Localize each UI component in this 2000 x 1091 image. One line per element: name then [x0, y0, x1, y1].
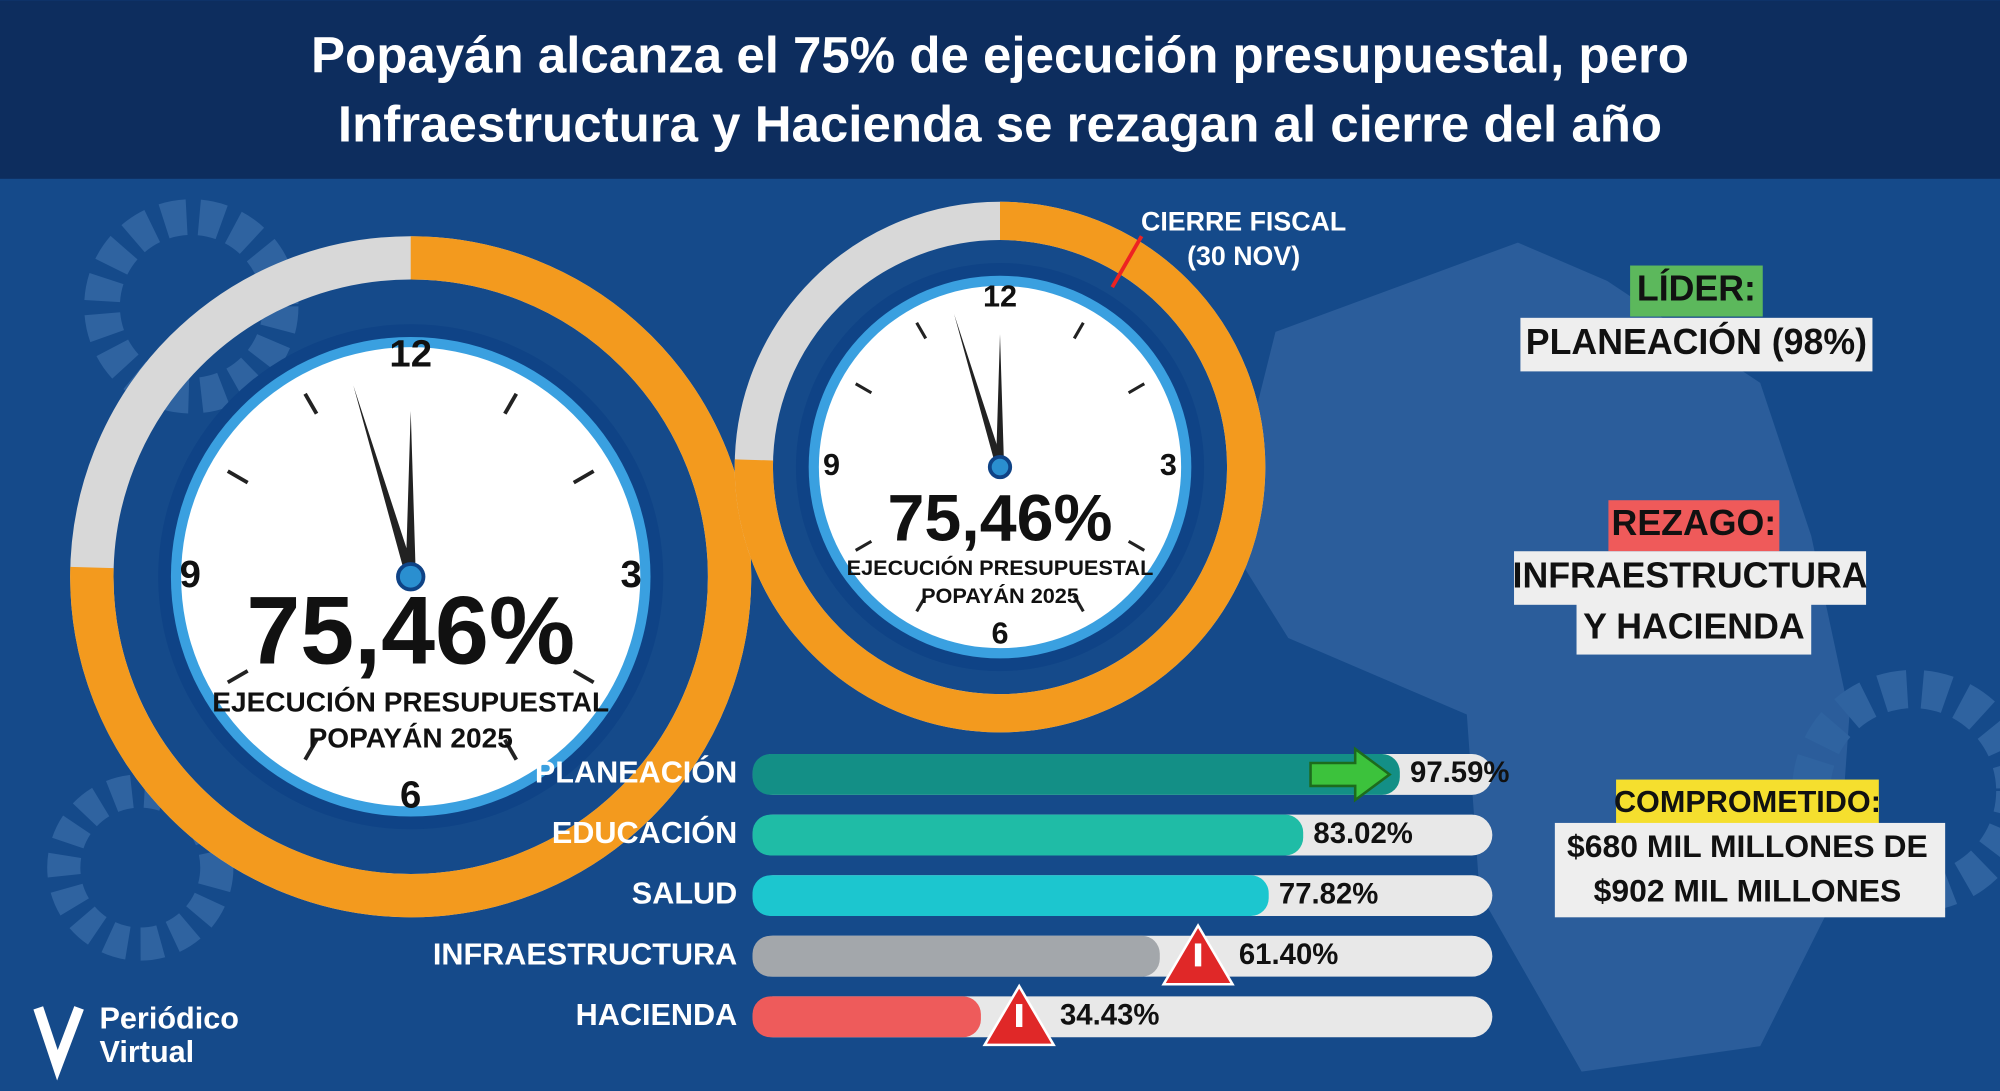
- bar: [752, 754, 1400, 795]
- clock-pin: [396, 562, 426, 592]
- callout-text: COMPROMETIDO:: [1614, 785, 1881, 819]
- clock-tick: [303, 738, 319, 761]
- clock-number: 12: [983, 280, 1017, 314]
- gauge-caption: POPAYÁN 2025: [309, 722, 513, 753]
- bar: [752, 935, 1160, 977]
- bar: [752, 875, 1269, 917]
- callout-bg: [1576, 603, 1812, 655]
- clock-number: 6: [991, 617, 1008, 651]
- callout-text: $680 MIL MILLONES DE: [1567, 828, 1928, 864]
- gear: [47, 774, 234, 961]
- category-label: HACIENDA: [576, 998, 738, 1032]
- callout-text: REZAGO:: [1612, 503, 1777, 543]
- callout-bg: [1514, 551, 1867, 605]
- title: Popayán alcanza el 75% de ejecución pres…: [311, 26, 1689, 83]
- clock-pin: [987, 454, 1013, 480]
- clock-hand: [405, 410, 416, 577]
- clock-tick: [915, 321, 928, 340]
- gauge-caption: EJECUCIÓN PRESUPUESTAL: [847, 555, 1154, 580]
- clock-number: 3: [1160, 448, 1177, 482]
- logo-text: Virtual: [99, 1035, 194, 1069]
- clock-number: 9: [180, 553, 201, 596]
- category-label: PLANEACIÓN: [535, 754, 737, 790]
- logo-text: Periódico: [99, 1002, 238, 1036]
- gauge-value: 75,46%: [246, 576, 575, 685]
- clock-tick: [503, 392, 518, 415]
- callout-text: $902 MIL MILLONES: [1594, 872, 1902, 908]
- value-label: 97.59%: [1410, 756, 1509, 789]
- title: Infraestructura y Hacienda se rezagan al…: [338, 95, 1662, 152]
- title-band: [0, 0, 2000, 179]
- callout-text: INFRAESTRUCTURA: [1513, 555, 1868, 595]
- bar: [752, 996, 981, 1038]
- category-label: EDUCACIÓN: [552, 814, 737, 850]
- annotation: (30 NOV): [1187, 241, 1300, 271]
- clock-hand: [995, 334, 1005, 468]
- value-label: 83.02%: [1313, 817, 1412, 850]
- clock-tick: [303, 392, 319, 415]
- callout-text: PLANEACIÓN (98%): [1526, 322, 1867, 362]
- clock-tick: [854, 539, 873, 552]
- clock-tick: [572, 669, 595, 685]
- category-label: SALUD: [632, 877, 737, 911]
- value-label: 61.40%: [1239, 938, 1338, 971]
- clock-number: 3: [620, 553, 641, 596]
- clock-tick: [503, 738, 518, 761]
- clock-tick: [226, 469, 249, 485]
- clock-number: 6: [400, 773, 421, 816]
- gauge-caption: POPAYÁN 2025: [921, 583, 1079, 608]
- tag-bg: [1630, 265, 1763, 317]
- callout-bg: [1554, 822, 1946, 918]
- clock-tick: [854, 382, 873, 395]
- clock-tick: [1072, 321, 1085, 340]
- tag-bg: [1608, 500, 1780, 552]
- value-label: 34.43%: [1060, 999, 1159, 1032]
- gauge-arc: [734, 201, 1266, 733]
- category-label: INFRAESTRUCTURA: [433, 937, 737, 971]
- annotation-line: [1110, 235, 1144, 289]
- clock-number: 12: [389, 332, 432, 375]
- arrow-icon: [1309, 746, 1392, 803]
- gauge-caption: EJECUCIÓN PRESUPUESTAL: [212, 687, 609, 718]
- clock-tick: [1127, 382, 1146, 395]
- clock-tick: [572, 469, 595, 485]
- logo-mark: [33, 1006, 84, 1081]
- clock-tick: [1072, 594, 1085, 613]
- tag-bg: [1616, 779, 1879, 829]
- clock-number: 9: [823, 448, 840, 482]
- clock-tick: [226, 669, 249, 685]
- clock-tick: [915, 594, 928, 613]
- callout-text: Y HACIENDA: [1583, 606, 1805, 646]
- gauge-value: 75,46%: [888, 482, 1113, 556]
- gauge-arc: [70, 236, 752, 918]
- callout-text: LÍDER:: [1637, 268, 1756, 308]
- value-label: 77.82%: [1279, 877, 1378, 910]
- callout-bg: [1520, 317, 1873, 372]
- bar: [752, 814, 1304, 856]
- clock-tick: [1127, 539, 1146, 552]
- annotation: CIERRE FISCAL: [1141, 207, 1346, 237]
